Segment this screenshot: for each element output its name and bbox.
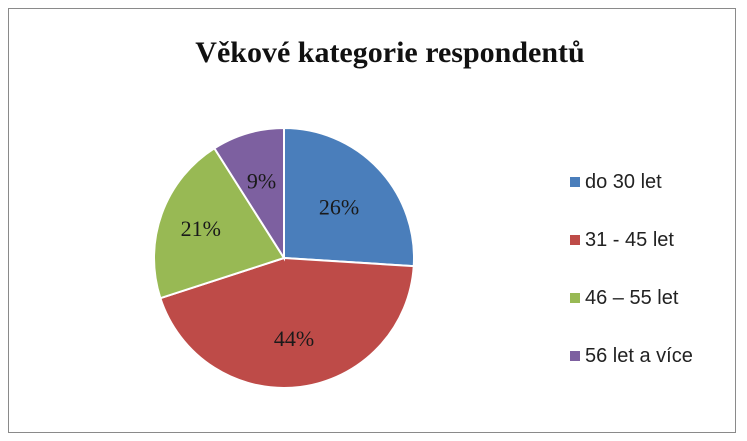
pie-slice xyxy=(212,126,285,262)
legend-swatch xyxy=(570,235,580,245)
slice-data-label: 44% xyxy=(274,326,314,351)
legend-swatch xyxy=(570,293,580,303)
legend-item: do 30 let xyxy=(570,170,693,194)
legend-swatch xyxy=(570,177,580,187)
legend-swatch xyxy=(570,351,580,361)
pie-slice xyxy=(283,126,415,268)
pie-slice xyxy=(159,256,415,389)
pie-slice xyxy=(153,146,286,300)
legend-label: 56 let a více xyxy=(585,344,693,367)
legend-item: 56 let a více xyxy=(570,344,693,368)
slice-data-label: 9% xyxy=(247,169,276,194)
legend-label: do 30 let xyxy=(585,170,662,193)
slice-data-label: 21% xyxy=(181,216,221,241)
legend-label: 46 – 55 let xyxy=(585,286,679,309)
legend: do 30 let 31 - 45 let 46 – 55 let 56 let… xyxy=(570,170,693,402)
chart-title: Věkové kategorie respondentů xyxy=(195,36,585,69)
legend-item: 46 – 55 let xyxy=(570,286,693,310)
legend-label: 31 - 45 let xyxy=(585,228,674,251)
slice-data-label: 26% xyxy=(319,194,359,219)
legend-item: 31 - 45 let xyxy=(570,228,693,252)
